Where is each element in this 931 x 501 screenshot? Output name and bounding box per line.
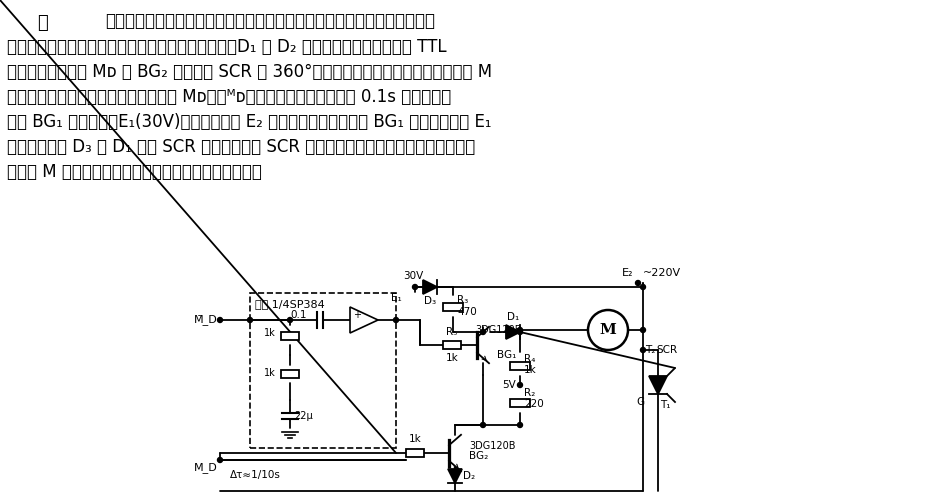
Text: 图: 图 — [36, 14, 47, 32]
Circle shape — [480, 422, 485, 427]
Text: 1k: 1k — [409, 434, 422, 444]
Circle shape — [394, 318, 398, 323]
Text: 1k: 1k — [524, 365, 537, 375]
Text: 220: 220 — [524, 399, 544, 409]
Bar — [510, 399, 530, 407]
Circle shape — [518, 328, 522, 333]
Text: M_D: M_D — [195, 462, 218, 473]
Text: R₃: R₃ — [457, 295, 468, 305]
Text: G: G — [636, 397, 644, 407]
Text: BG₂: BG₂ — [469, 451, 488, 461]
Text: 3DG120B: 3DG120B — [469, 441, 516, 451]
Circle shape — [218, 457, 223, 462]
Circle shape — [588, 310, 628, 350]
Circle shape — [412, 285, 417, 290]
Text: SCR: SCR — [656, 345, 677, 355]
Text: 的同步电压经 D₃ 和 D₁ 加到 SCR 的控制极，使 SCR 在正半周时导通。这个正半周电流流过: 的同步电压经 D₃ 和 D₁ 加到 SCR 的控制极，使 SCR 在正半周时导通… — [7, 138, 475, 156]
Text: 逻辑电路。正信号 Mᴅ 使 BG₂ 导通，使 SCR 在 360°的范围内导通，交流电压加在电动机 M: 逻辑电路。正信号 Mᴅ 使 BG₂ 导通，使 SCR 在 360°的范围内导通，… — [7, 63, 492, 81]
Text: M: M — [600, 323, 616, 337]
Text: 470: 470 — [457, 307, 477, 317]
Polygon shape — [448, 469, 462, 483]
Circle shape — [218, 318, 223, 323]
Text: D₁: D₁ — [506, 312, 519, 322]
Text: 1k: 1k — [264, 368, 276, 378]
Text: 1k: 1k — [264, 328, 276, 338]
Circle shape — [518, 330, 522, 335]
Text: BG₁: BG₁ — [497, 350, 517, 360]
Text: 加在 BG₁ 的基极上。E₁(30V)电压与主回路 E₂ 的交流电压同步，于是 BG₁ 导通后，来自 E₁: 加在 BG₁ 的基极上。E₁(30V)电压与主回路 E₂ 的交流电压同步，于是 … — [7, 113, 492, 131]
Bar — [443, 303, 463, 311]
Text: 上，电动机正常运转。要停机时，撤除 Mᴅ，而ᴹᴅ便触发单稳电路产生一个 0.1s 的直流信号: 上，电动机正常运转。要停机时，撤除 Mᴅ，而ᴹᴅ便触发单稳电路产生一个 0.1s… — [7, 88, 452, 106]
Text: 22μ: 22μ — [294, 411, 313, 421]
Circle shape — [518, 382, 522, 387]
Polygon shape — [423, 280, 437, 294]
Text: 单稳 1/4SP384: 单稳 1/4SP384 — [255, 299, 325, 309]
Text: 电动机 M 的绕组产生强大磁力矩，使电动机迅速制动。: 电动机 M 的绕组产生强大磁力矩，使电动机迅速制动。 — [7, 163, 262, 181]
Text: T₁: T₁ — [660, 400, 670, 410]
Circle shape — [480, 330, 485, 335]
Circle shape — [288, 318, 292, 323]
Text: T₂: T₂ — [645, 345, 655, 355]
Circle shape — [641, 328, 645, 333]
Circle shape — [518, 422, 522, 427]
Text: R₂: R₂ — [524, 388, 535, 398]
Text: D₃: D₃ — [424, 296, 436, 306]
Text: M̄_D: M̄_D — [195, 315, 218, 326]
Text: E₁: E₁ — [391, 293, 402, 303]
Text: 磁场制动力矩，使电动机在不到一转之内停止运转。D₁ 和 D₂ 构成或门。驱动信号取自 TTL: 磁场制动力矩，使电动机在不到一转之内停止运转。D₁ 和 D₂ 构成或门。驱动信号… — [7, 38, 447, 56]
Text: E₂: E₂ — [622, 268, 633, 278]
Bar — [510, 362, 530, 370]
Text: 3DG120B: 3DG120B — [475, 325, 521, 335]
Text: 所示的交流电动机的制动电路使用双向可控硬在单向导通时产生强大的直流: 所示的交流电动机的制动电路使用双向可控硬在单向导通时产生强大的直流 — [105, 12, 435, 30]
Bar — [406, 449, 424, 457]
Text: R₅: R₅ — [446, 327, 458, 337]
Text: ~220V: ~220V — [643, 268, 681, 278]
Text: 0.1: 0.1 — [290, 310, 307, 320]
Text: +: + — [353, 310, 361, 320]
Bar — [443, 341, 461, 349]
Bar — [281, 370, 299, 378]
Text: D₂: D₂ — [463, 471, 475, 481]
Polygon shape — [649, 376, 667, 394]
Text: 30V: 30V — [403, 271, 423, 281]
Polygon shape — [350, 307, 378, 333]
Bar — [250, 293, 396, 448]
Text: Δτ≈1/10s: Δτ≈1/10s — [230, 470, 281, 480]
Circle shape — [641, 348, 645, 353]
Text: 1k: 1k — [446, 353, 458, 363]
Bar — [281, 332, 299, 340]
Text: 5V: 5V — [502, 380, 516, 390]
Text: R₄: R₄ — [524, 354, 535, 364]
Polygon shape — [506, 325, 520, 339]
Circle shape — [641, 285, 645, 290]
Circle shape — [636, 281, 641, 286]
Circle shape — [248, 318, 252, 323]
